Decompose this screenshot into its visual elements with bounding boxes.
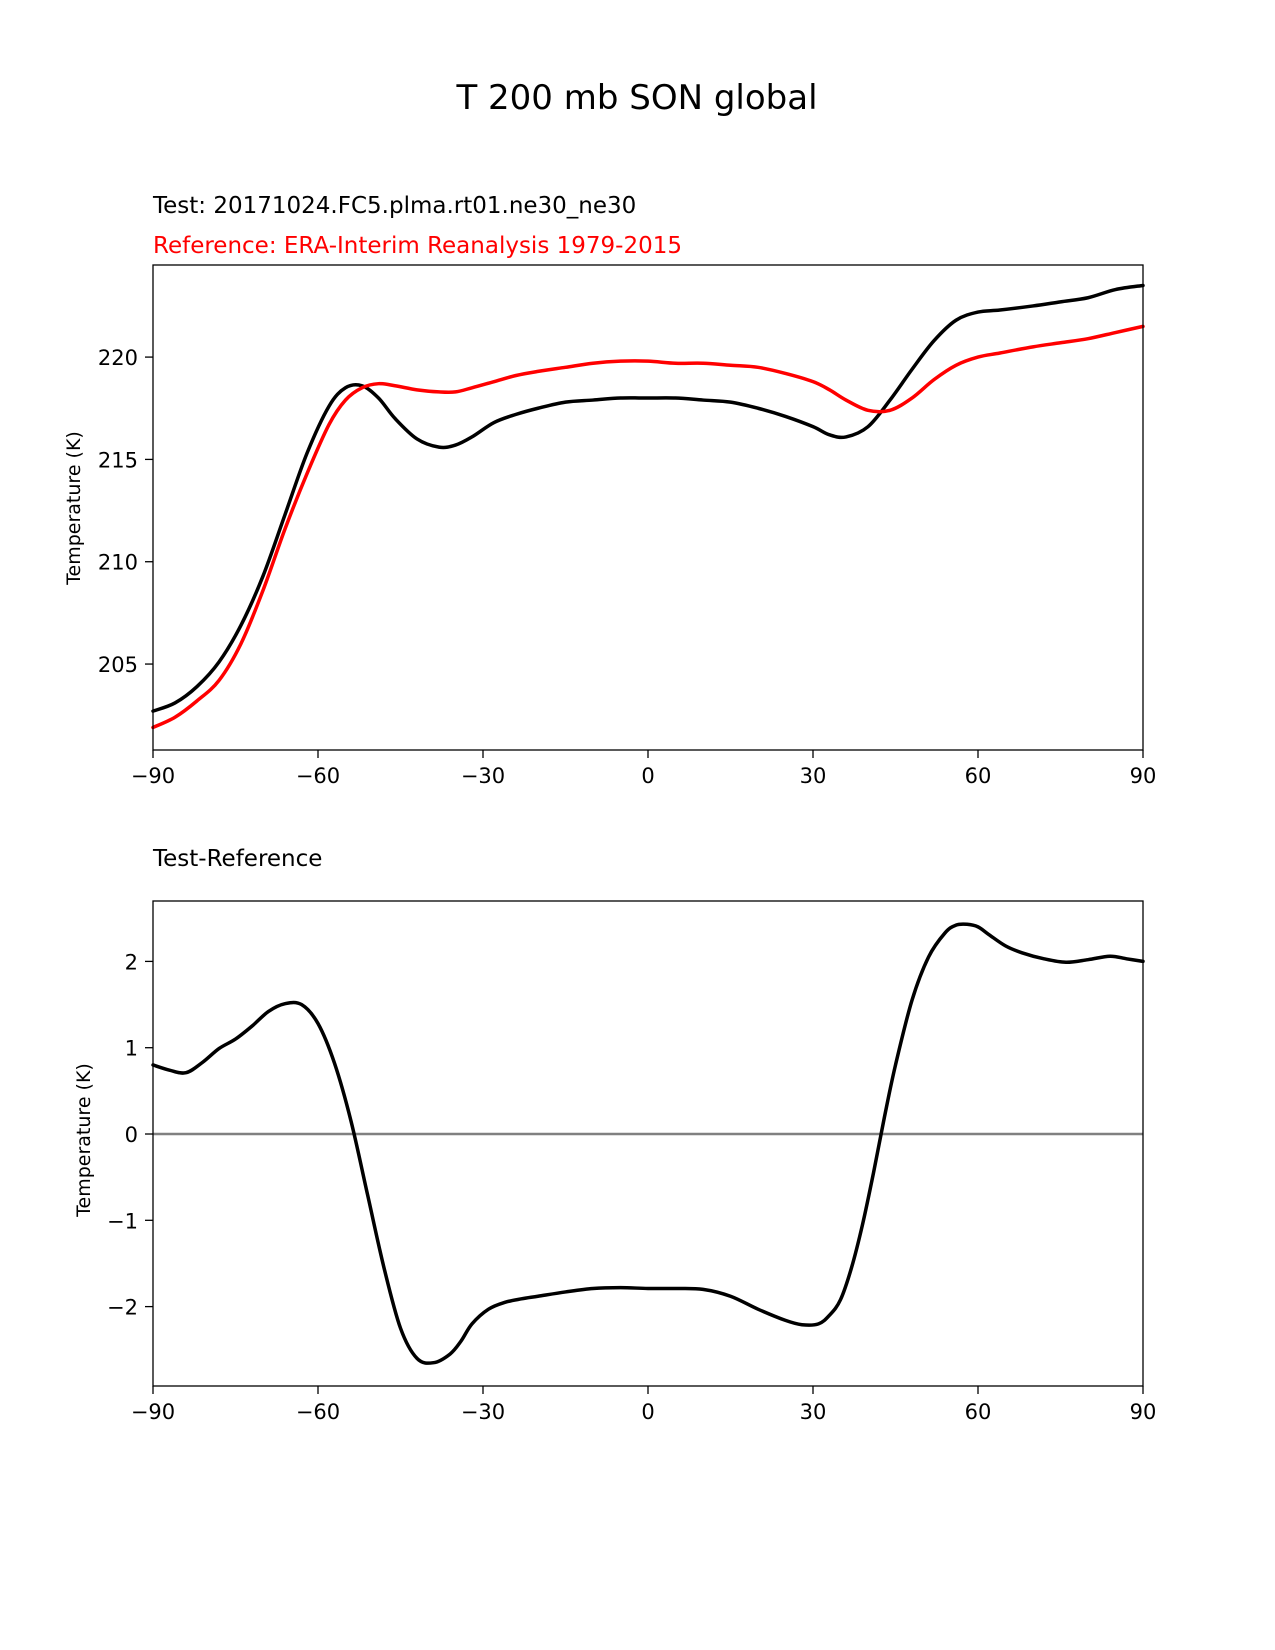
- bottom-panel: Test-Reference Temperature (K) −90 −60 −30…: [73, 846, 1156, 1424]
- reference-subtitle: Reference: ERA-Interim Reanalysis 1979-2…: [153, 233, 682, 259]
- y-tick-label: 210: [98, 551, 138, 575]
- test-series-line: [151, 283, 1145, 713]
- x-tick-label: 0: [641, 1400, 654, 1424]
- x-tick-label: 30: [800, 1400, 827, 1424]
- bottom-ticks: −90 −60 −30 0 30 60 90 −2 −1 0 1 2: [107, 950, 1156, 1424]
- x-tick-label: −60: [296, 1400, 340, 1424]
- y-tick-label: 0: [125, 1123, 138, 1147]
- bottom-series: [151, 922, 1145, 1365]
- bottom-ylabel: Temperature (K): [73, 1063, 95, 1218]
- reference-series-line: [151, 324, 1145, 730]
- y-tick-label: 205: [98, 653, 138, 677]
- bottom-plot-frame: [152, 900, 1144, 1387]
- top-plot-frame: [152, 264, 1144, 751]
- x-tick-label: −30: [461, 764, 505, 788]
- test-subtitle: Test: 20171024.FC5.plma.rt01.ne30_ne30: [152, 193, 636, 219]
- x-tick-label: 90: [1130, 1400, 1157, 1424]
- x-tick-label: 60: [965, 764, 992, 788]
- figure-title: T 200 mb SON global: [455, 78, 817, 118]
- y-tick-label: −1: [107, 1209, 138, 1233]
- x-tick-label: 0: [641, 764, 654, 788]
- x-tick-label: −90: [131, 1400, 175, 1424]
- x-tick-label: −30: [461, 1400, 505, 1424]
- y-tick-label: 220: [98, 346, 138, 370]
- x-tick-label: 30: [800, 764, 827, 788]
- x-tick-label: −60: [296, 764, 340, 788]
- y-tick-label: 2: [125, 950, 138, 974]
- x-tick-label: −90: [131, 764, 175, 788]
- x-tick-label: 90: [1130, 764, 1157, 788]
- y-tick-label: 215: [98, 448, 138, 472]
- y-tick-label: 1: [125, 1037, 138, 1061]
- test-reference-series-line: [151, 922, 1145, 1365]
- difference-subtitle: Test-Reference: [152, 846, 322, 872]
- top-series: [151, 283, 1145, 730]
- top-ylabel: Temperature (K): [63, 431, 85, 586]
- x-tick-label: 60: [965, 1400, 992, 1424]
- top-ticks: −90 −60 −30 0 30 60 90 205 210 215 220: [98, 346, 1156, 788]
- top-panel: Test: 20171024.FC5.plma.rt01.ne30_ne30 R…: [63, 193, 1156, 788]
- y-tick-label: −2: [107, 1296, 138, 1320]
